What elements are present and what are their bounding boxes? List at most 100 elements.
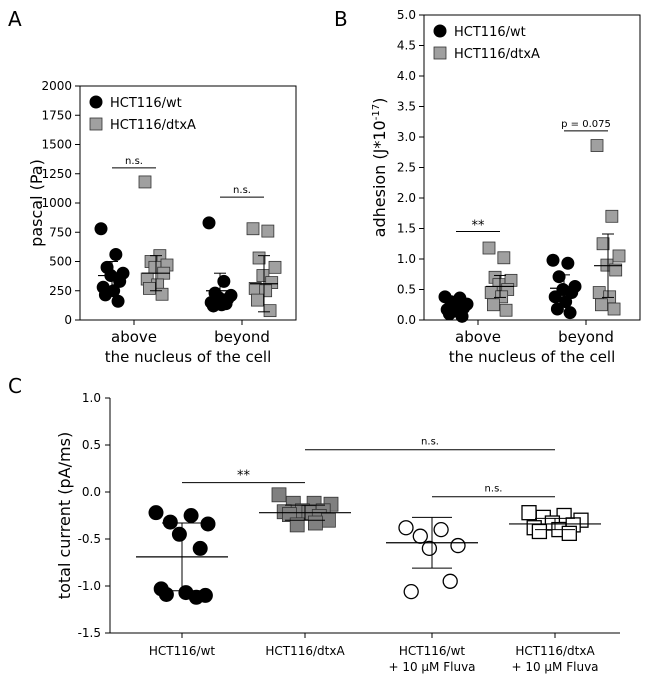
panel-b-y-axis-label: adhesion (J*10-17)	[370, 98, 389, 238]
panel-c-point	[307, 515, 323, 531]
panel-b-point	[605, 209, 619, 223]
panel-a-point	[268, 260, 282, 274]
panel-a-ytick-label: 250	[49, 284, 72, 298]
panel-b-point	[552, 270, 566, 284]
panel-c-label: C	[8, 374, 22, 398]
panel-b-y-axis-label-end: )	[370, 98, 389, 104]
panel-b-ytick-label: 4.0	[397, 69, 416, 83]
panel-b-ytick-label: 0.5	[397, 283, 416, 297]
panel-b-sig-label: p = 0.075	[561, 119, 611, 130]
panel-b-ytick-label: 3.5	[397, 100, 416, 114]
panel-b-point	[561, 256, 575, 270]
panel-b-point	[482, 241, 496, 255]
panel-a-point	[252, 251, 266, 265]
panel-a-point	[206, 299, 220, 313]
panel-b-ytick-label: 5.0	[397, 8, 416, 22]
panel-c-point	[183, 508, 199, 523]
panel-c-ytick-label: 0.5	[82, 438, 101, 452]
panel-b-ytick-label: 1.0	[397, 252, 416, 266]
panel-b-point	[486, 298, 500, 312]
panel-a-sig-label: n.s.	[125, 156, 143, 167]
panel-a-y-axis-label: pascal (Pa)	[27, 159, 46, 247]
panel-b-point	[442, 307, 456, 321]
panel-a-ytick-label: 1750	[41, 108, 72, 122]
panel-b-legend-label: HCT116/wt	[454, 25, 526, 40]
panel-a-point	[142, 282, 156, 295]
panel-a-ytick-label: 500	[49, 255, 72, 269]
panel-b-point	[595, 298, 608, 312]
panel-b-point	[565, 286, 579, 300]
panel-b-xtick-label: above	[455, 328, 501, 346]
panel-c-sig-label: n.s.	[421, 437, 439, 448]
panel-b-ytick-label: 2.0	[397, 191, 416, 205]
panel-c-point	[521, 505, 537, 521]
panel-c-point	[403, 583, 419, 600]
panel-c-ytick-label: -1.0	[78, 579, 101, 593]
panel-b-legend-label: HCT116/dtxA	[454, 47, 540, 62]
panel-c-point	[398, 520, 414, 536]
panel-b-ytick-label: 0.0	[397, 313, 416, 327]
panel-a-legend-label: HCT116/wt	[110, 96, 182, 111]
panel-b-point	[563, 306, 577, 320]
panel-b-point	[596, 237, 610, 251]
panel-b-label: B	[334, 7, 348, 31]
panel-b-point	[612, 249, 626, 263]
panel-c-point	[450, 537, 466, 554]
panel-a-ytick-label: 0	[64, 313, 72, 327]
panel-b-ytick-label: 1.5	[397, 222, 416, 236]
panel-c-point	[158, 586, 174, 602]
panel-b-point	[550, 302, 564, 316]
panel-a-point	[263, 304, 277, 318]
panel-c-xtick-label: + 10 µM Fluva	[388, 660, 475, 674]
panel-b-point	[497, 251, 511, 265]
panel-a-point	[217, 274, 231, 288]
panel-b-point	[546, 253, 560, 267]
panel-b-y-axis-label-exponent: -17	[371, 104, 382, 120]
panel-c-xtick-label: HCT116/dtxA	[515, 644, 595, 658]
panel-c-point	[192, 540, 208, 556]
panel-b-legend-marker	[433, 24, 447, 38]
panel-a-x-axis-label: the nucleus of the cell	[105, 348, 272, 366]
panel-c-point	[433, 521, 449, 538]
panel-a-legend-marker	[89, 117, 103, 131]
panel-c-point	[289, 517, 305, 533]
panel-c-xtick-label: HCT116/dtxA	[265, 644, 345, 658]
panel-c-point	[421, 540, 438, 557]
panel-a-legend-label: HCT116/dtxA	[110, 118, 196, 133]
panel-b-point	[455, 309, 469, 323]
panel-b-ytick-label: 2.5	[397, 161, 416, 175]
panel-a-ytick-label: 1500	[41, 138, 72, 152]
panel-b-point	[499, 303, 513, 317]
panel-a-point	[246, 222, 260, 236]
panel-b-xtick-label: beyond	[558, 328, 614, 346]
panel-a-point	[250, 293, 264, 307]
panel-c-point	[162, 514, 178, 530]
panel-a-ytick-label: 2000	[41, 79, 72, 93]
panel-a-legend-marker	[89, 95, 103, 109]
panel-a-ytick-label: 1250	[41, 167, 72, 181]
panel-c-point	[271, 487, 287, 503]
panel-b-point	[548, 290, 562, 304]
panel-c-point	[200, 516, 216, 532]
panel-a-point	[111, 294, 125, 308]
panel-a-point	[155, 287, 169, 301]
panel-c-ytick-label: 1.0	[82, 391, 101, 405]
panel-c-xtick-label: HCT116/wt	[399, 644, 465, 658]
panel-c-point	[148, 505, 164, 521]
panel-a-xtick-label: above	[111, 328, 157, 346]
panel-b-legend-marker	[433, 46, 447, 60]
panel-a-sig-label: n.s.	[233, 185, 251, 196]
panel-c-ytick-label: -1.5	[78, 626, 101, 640]
panel-c-point	[531, 523, 548, 540]
panel-b-point	[609, 263, 623, 277]
panel-c-ytick-label: 0.0	[82, 485, 101, 499]
panel-a-point	[98, 288, 112, 302]
panel-a-xtick-label: beyond	[214, 328, 270, 346]
panel-c-point	[197, 587, 213, 603]
panel-a-label: A	[8, 7, 22, 31]
panel-b-ytick-label: 3.0	[397, 130, 416, 144]
panel-c-point	[561, 525, 577, 542]
panel-c-ytick-label: -0.5	[78, 532, 101, 546]
panel-c-sig-label: n.s.	[485, 484, 503, 495]
